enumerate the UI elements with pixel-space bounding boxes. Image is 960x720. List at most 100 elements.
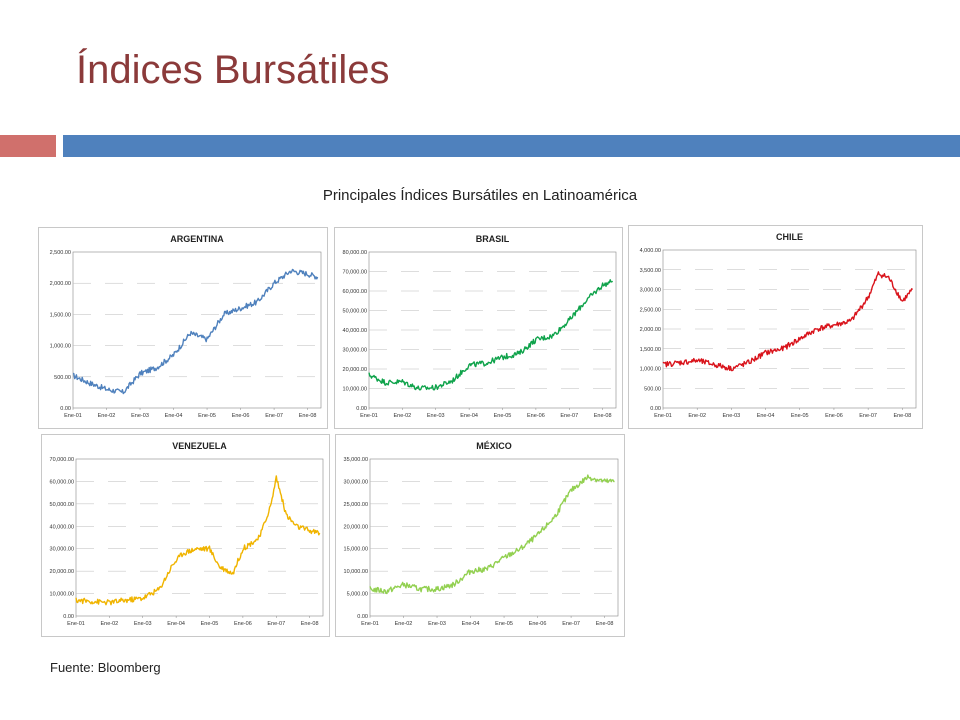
x-tick-label: Ene-06 bbox=[825, 413, 843, 419]
y-tick-label: 60,000.00 bbox=[50, 479, 74, 485]
y-tick-label: 25,000.00 bbox=[344, 502, 368, 508]
y-tick-label: 40,000.00 bbox=[50, 524, 74, 530]
y-tick-label: 10,000.00 bbox=[50, 592, 74, 598]
chart-svg: ARGENTINA 0.00 500.00 1,000.00 1,500.00 2,000… bbox=[50, 234, 322, 419]
chart-mexico: MÉXICO 0.00 5,000.00 10,000.00 15,000.00 20,0… bbox=[335, 434, 625, 637]
series-line-chile bbox=[662, 271, 914, 372]
y-tick-label: 5,000.00 bbox=[347, 592, 368, 598]
chart-svg: CHILE 0.00 500.00 1,000.00 1,500.00 2,000.00 2… bbox=[640, 232, 917, 419]
chart-venezuela: VENEZUELA 0.00 10,000.00 20,000.00 30,000.00… bbox=[41, 434, 330, 637]
x-tick-label: Ene-03 bbox=[428, 621, 446, 627]
charts-subtitle: Principales Índices Bursátiles en Latino… bbox=[322, 187, 638, 204]
y-tick-label: 20,000.00 bbox=[343, 367, 367, 373]
y-tick-label: 15,000.00 bbox=[344, 547, 368, 553]
x-tick-label: Ene-04 bbox=[460, 413, 478, 419]
x-tick-label: Ene-06 bbox=[232, 413, 250, 419]
series-line-venezuela bbox=[75, 475, 321, 606]
y-tick-label: 2,000.00 bbox=[50, 281, 71, 287]
x-tick-label: Ene-01 bbox=[360, 413, 378, 419]
y-tick-label: 0.00 bbox=[357, 614, 368, 620]
y-tick-label: 10,000.00 bbox=[344, 569, 368, 575]
x-tick-label: Ene-06 bbox=[234, 621, 252, 627]
accent-bar-left bbox=[0, 135, 56, 157]
x-tick-label: Ene-04 bbox=[167, 621, 185, 627]
series-line-mexico bbox=[369, 474, 615, 595]
y-tick-label: 3,500.00 bbox=[640, 268, 661, 274]
x-tick-label: Ene-05 bbox=[791, 413, 809, 419]
y-tick-label: 2,500.00 bbox=[640, 307, 661, 313]
chart-title: BRASIL bbox=[476, 234, 510, 244]
x-tick-label: Ene-08 bbox=[893, 413, 911, 419]
x-tick-label: Ene-01 bbox=[67, 621, 85, 627]
y-tick-label: 2,000.00 bbox=[640, 327, 661, 333]
x-tick-label: Ene-07 bbox=[265, 413, 283, 419]
x-tick-label: Ene-07 bbox=[560, 413, 578, 419]
x-tick-label: Ene-07 bbox=[267, 621, 285, 627]
series-line-brasil bbox=[368, 279, 614, 391]
chart-title: VENEZUELA bbox=[172, 441, 227, 451]
y-tick-label: 10,000.00 bbox=[343, 387, 367, 393]
chart-svg: VENEZUELA 0.00 10,000.00 20,000.00 30,000.00… bbox=[50, 441, 324, 627]
x-tick-label: Ene-03 bbox=[131, 413, 149, 419]
x-tick-label: Ene-02 bbox=[101, 621, 119, 627]
x-tick-label: Ene-06 bbox=[527, 413, 545, 419]
x-tick-label: Ene-02 bbox=[688, 413, 706, 419]
x-tick-label: Ene-04 bbox=[462, 621, 480, 627]
y-tick-label: 0.00 bbox=[60, 406, 71, 412]
x-tick-label: Ene-08 bbox=[596, 621, 614, 627]
y-tick-label: 0.00 bbox=[63, 614, 74, 620]
x-tick-label: Ene-08 bbox=[299, 413, 317, 419]
x-tick-label: Ene-05 bbox=[201, 621, 219, 627]
y-tick-label: 20,000.00 bbox=[50, 569, 74, 575]
x-tick-label: Ene-04 bbox=[165, 413, 183, 419]
y-tick-label: 2,500.00 bbox=[50, 250, 71, 256]
series-line-argentina bbox=[72, 268, 319, 395]
plot-area bbox=[72, 251, 322, 409]
chart-argentina: ARGENTINA 0.00 500.00 1,000.00 1,500.00 2,000… bbox=[38, 227, 328, 429]
x-tick-label: Ene-02 bbox=[98, 413, 116, 419]
y-tick-label: 70,000.00 bbox=[343, 270, 367, 276]
chart-title: CHILE bbox=[776, 232, 803, 242]
x-tick-label: Ene-01 bbox=[361, 621, 379, 627]
y-tick-label: 70,000.00 bbox=[50, 457, 74, 463]
x-tick-label: Ene-08 bbox=[594, 413, 612, 419]
y-tick-label: 3,000.00 bbox=[640, 288, 661, 294]
x-tick-label: Ene-03 bbox=[134, 621, 152, 627]
chart-chile: CHILE 0.00 500.00 1,000.00 1,500.00 2,000.00 2… bbox=[628, 225, 923, 429]
plot-area bbox=[369, 458, 619, 617]
y-tick-label: 500.00 bbox=[644, 386, 661, 392]
x-tick-label: Ene-05 bbox=[494, 413, 512, 419]
x-tick-label: Ene-04 bbox=[757, 413, 775, 419]
y-tick-label: 30,000.00 bbox=[343, 348, 367, 354]
y-tick-label: 35,000.00 bbox=[344, 457, 368, 463]
chart-brasil: BRASIL 0.00 10,000.00 20,000.00 30,000.00 40,… bbox=[334, 227, 623, 429]
y-tick-label: 1,000.00 bbox=[640, 367, 661, 373]
y-tick-label: 4,000.00 bbox=[640, 248, 661, 254]
y-tick-label: 0.00 bbox=[356, 406, 367, 412]
x-tick-label: Ene-07 bbox=[859, 413, 877, 419]
y-tick-label: 1,500.00 bbox=[50, 312, 71, 318]
y-tick-label: 0.00 bbox=[650, 406, 661, 412]
chart-svg: BRASIL 0.00 10,000.00 20,000.00 30,000.00 40,… bbox=[343, 234, 617, 419]
x-tick-label: Ene-07 bbox=[562, 621, 580, 627]
chart-title: ARGENTINA bbox=[170, 234, 224, 244]
plot-area bbox=[75, 458, 324, 617]
y-tick-label: 20,000.00 bbox=[344, 524, 368, 530]
y-tick-label: 1,000.00 bbox=[50, 344, 71, 350]
y-tick-label: 80,000.00 bbox=[343, 250, 367, 256]
x-tick-label: Ene-02 bbox=[394, 413, 412, 419]
slide-title: Índices Bursátiles bbox=[76, 48, 390, 92]
x-tick-label: Ene-05 bbox=[495, 621, 513, 627]
y-tick-label: 30,000.00 bbox=[344, 479, 368, 485]
source-note: Fuente: Bloomberg bbox=[50, 660, 161, 675]
x-tick-label: Ene-01 bbox=[654, 413, 672, 419]
x-tick-label: Ene-03 bbox=[723, 413, 741, 419]
x-tick-label: Ene-03 bbox=[427, 413, 445, 419]
x-tick-label: Ene-01 bbox=[64, 413, 82, 419]
x-tick-label: Ene-06 bbox=[529, 621, 547, 627]
x-tick-label: Ene-02 bbox=[395, 621, 413, 627]
x-tick-label: Ene-05 bbox=[198, 413, 216, 419]
accent-bar-right bbox=[63, 135, 960, 157]
y-tick-label: 50,000.00 bbox=[343, 309, 367, 315]
y-tick-label: 60,000.00 bbox=[343, 289, 367, 295]
